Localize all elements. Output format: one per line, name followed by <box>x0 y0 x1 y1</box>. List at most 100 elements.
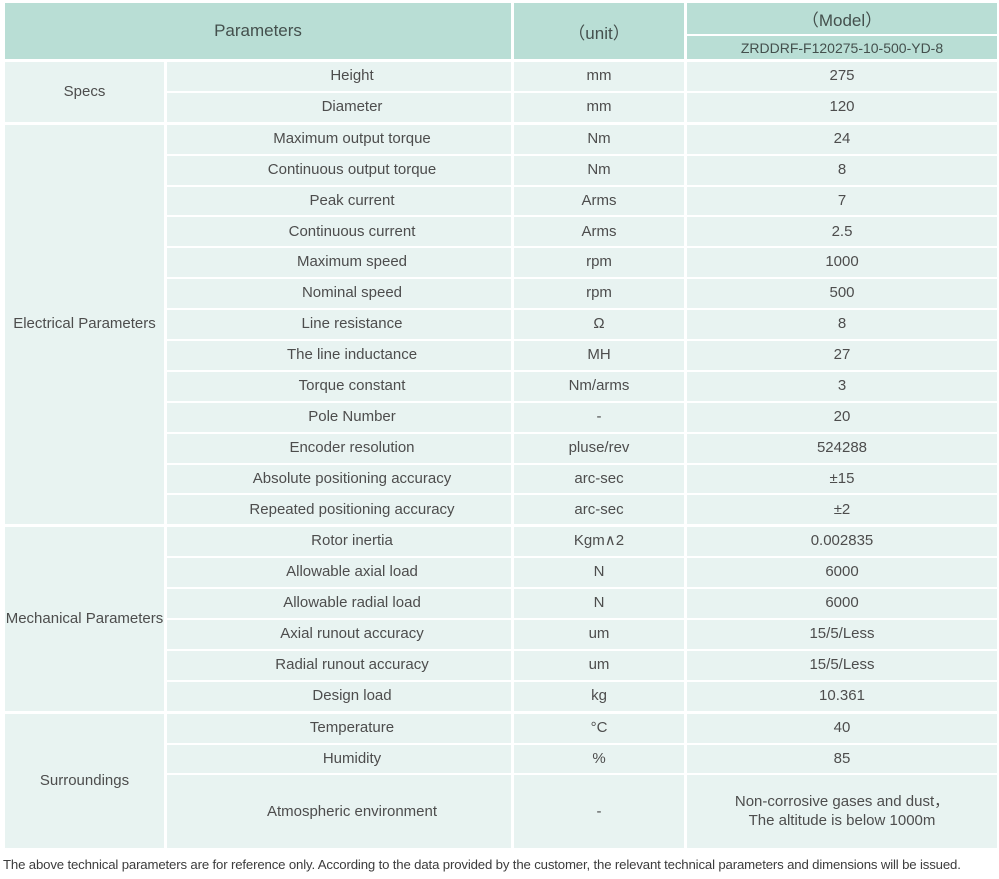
value-cell: 6000 <box>684 587 999 620</box>
param-name-cell: Allowable axial load <box>164 556 514 589</box>
param-name-cell: Absolute positioning accuracy <box>164 462 514 495</box>
value-cell: 500 <box>684 277 999 310</box>
value-cell: 15/5/Less <box>684 618 999 650</box>
unit-cell: arc-sec <box>511 493 687 526</box>
table-row: Allowable radial load N 6000 <box>4 587 999 620</box>
unit-cell: °C <box>511 710 687 744</box>
param-name-cell: Nominal speed <box>164 277 514 310</box>
param-name-cell: Design load <box>164 679 514 713</box>
table-row: Line resistance Ω 8 <box>4 308 999 341</box>
table-row: Mechanical Parameters Rotor inertia Kgm∧… <box>2 524 999 713</box>
param-name-cell: Temperature <box>164 710 514 744</box>
footer-note: The above technical parameters are for r… <box>3 857 961 873</box>
param-name-cell: Height <box>164 58 514 92</box>
table-row: Pole Number - 20 <box>4 400 999 433</box>
unit-cell: - <box>511 773 687 849</box>
unit-cell: N <box>511 587 687 620</box>
header-row-1: Parameters （unit） （Model） <box>2 3 999 61</box>
value-cell: 2.5 <box>684 215 999 248</box>
table-row: Radial runout accuracy um 15/5/Less <box>4 648 999 681</box>
header-row-2: ZRDDRF-F120275-10-500-YD-8 <box>4 35 999 61</box>
param-name-cell: Atmospheric environment <box>164 773 514 849</box>
table-row: Axial runout accuracy um 15/5/Less <box>4 618 999 650</box>
value-cell: 40 <box>684 710 999 744</box>
value-cell: 20 <box>684 400 999 433</box>
table-row: Design load kg 10.361 <box>4 679 999 713</box>
value-cell: 524288 <box>684 431 999 464</box>
table-row: Surroundings Temperature °C 40 <box>2 710 999 849</box>
group-cell-specs: Specs <box>2 59 167 124</box>
table-row: Humidity % 85 <box>4 742 999 775</box>
param-name-cell: Humidity <box>164 742 514 775</box>
param-name-cell: Diameter <box>164 90 514 124</box>
unit-cell: Arms <box>511 215 687 248</box>
table-header: Parameters （unit） （Model） ZRDDRF-F120275… <box>2 3 999 61</box>
table-row: Continuous current Arms 2.5 <box>4 215 999 248</box>
param-name-cell: Encoder resolution <box>164 431 514 464</box>
table-row: Torque constant Nm/arms 3 <box>4 369 999 402</box>
param-name-cell: Radial runout accuracy <box>164 648 514 681</box>
group-cell-electrical: Electrical Parameters <box>2 121 167 526</box>
value-cell: ±2 <box>684 493 999 526</box>
unit-cell: mm <box>511 58 687 92</box>
unit-cell: arc-sec <box>511 462 687 495</box>
unit-cell: mm <box>511 90 687 124</box>
table-row: Nominal speed rpm 500 <box>4 277 999 310</box>
table-row: Electrical Parameters Maximum output tor… <box>2 121 999 526</box>
param-name-cell: Maximum speed <box>164 246 514 279</box>
value-cell: 8 <box>684 153 999 186</box>
unit-cell: um <box>511 618 687 650</box>
header-model: （Model） <box>684 3 999 36</box>
unit-cell: Arms <box>511 184 687 217</box>
param-name-cell: Line resistance <box>164 308 514 341</box>
param-name-cell: Torque constant <box>164 369 514 402</box>
table-row: Diameter mm 120 <box>4 90 999 124</box>
table-body: Specs Height mm 275 Diameter mm 120 Elec… <box>2 58 999 849</box>
table-row: Encoder resolution pluse/rev 524288 <box>4 431 999 464</box>
param-name-cell: Maximum output torque <box>164 121 514 155</box>
table-row: Maximum speed rpm 1000 <box>4 246 999 279</box>
unit-cell: rpm <box>511 277 687 310</box>
group-cell-surroundings: Surroundings <box>2 710 167 849</box>
value-cell: 15/5/Less <box>684 648 999 681</box>
unit-cell: Nm/arms <box>511 369 687 402</box>
unit-cell: MH <box>511 339 687 371</box>
group-cell-mechanical: Mechanical Parameters <box>2 524 167 713</box>
unit-cell: pluse/rev <box>511 431 687 464</box>
value-cell: ±15 <box>684 462 999 495</box>
table-row: The line inductance MH 27 <box>4 339 999 371</box>
value-cell: 27 <box>684 339 999 371</box>
table-row: Peak current Arms 7 <box>4 184 999 217</box>
unit-cell: rpm <box>511 246 687 279</box>
unit-cell: Nm <box>511 121 687 155</box>
value-cell: 85 <box>684 742 999 775</box>
table-row: Specs Height mm 275 <box>2 58 999 124</box>
unit-cell: kg <box>511 679 687 713</box>
unit-cell: um <box>511 648 687 681</box>
param-name-cell: The line inductance <box>164 339 514 371</box>
value-cell: 120 <box>684 90 999 124</box>
value-cell: 3 <box>684 369 999 402</box>
header-model-number: ZRDDRF-F120275-10-500-YD-8 <box>684 35 999 61</box>
value-cell: 6000 <box>684 556 999 589</box>
table-row: Atmospheric environment - Non-corrosive … <box>4 773 999 849</box>
table-row: Allowable axial load N 6000 <box>4 556 999 589</box>
table-row: Continuous output torque Nm 8 <box>4 153 999 186</box>
param-name-cell: Continuous output torque <box>164 153 514 186</box>
value-cell: Non-corrosive gases and dust， The altitu… <box>684 773 999 849</box>
value-cell: 1000 <box>684 246 999 279</box>
unit-cell: N <box>511 556 687 589</box>
param-name-cell: Continuous current <box>164 215 514 248</box>
param-name-cell: Allowable radial load <box>164 587 514 620</box>
param-name-cell: Peak current <box>164 184 514 217</box>
header-parameters: Parameters <box>2 3 514 61</box>
unit-cell: % <box>511 742 687 775</box>
table-row: Repeated positioning accuracy arc-sec ±2 <box>4 493 999 526</box>
value-cell: 275 <box>684 58 999 92</box>
value-cell: 0.002835 <box>684 524 999 558</box>
value-cell: 8 <box>684 308 999 341</box>
param-name-cell: Axial runout accuracy <box>164 618 514 650</box>
spec-table: Parameters （unit） （Model） ZRDDRF-F120275… <box>2 3 999 849</box>
param-name-cell: Repeated positioning accuracy <box>164 493 514 526</box>
